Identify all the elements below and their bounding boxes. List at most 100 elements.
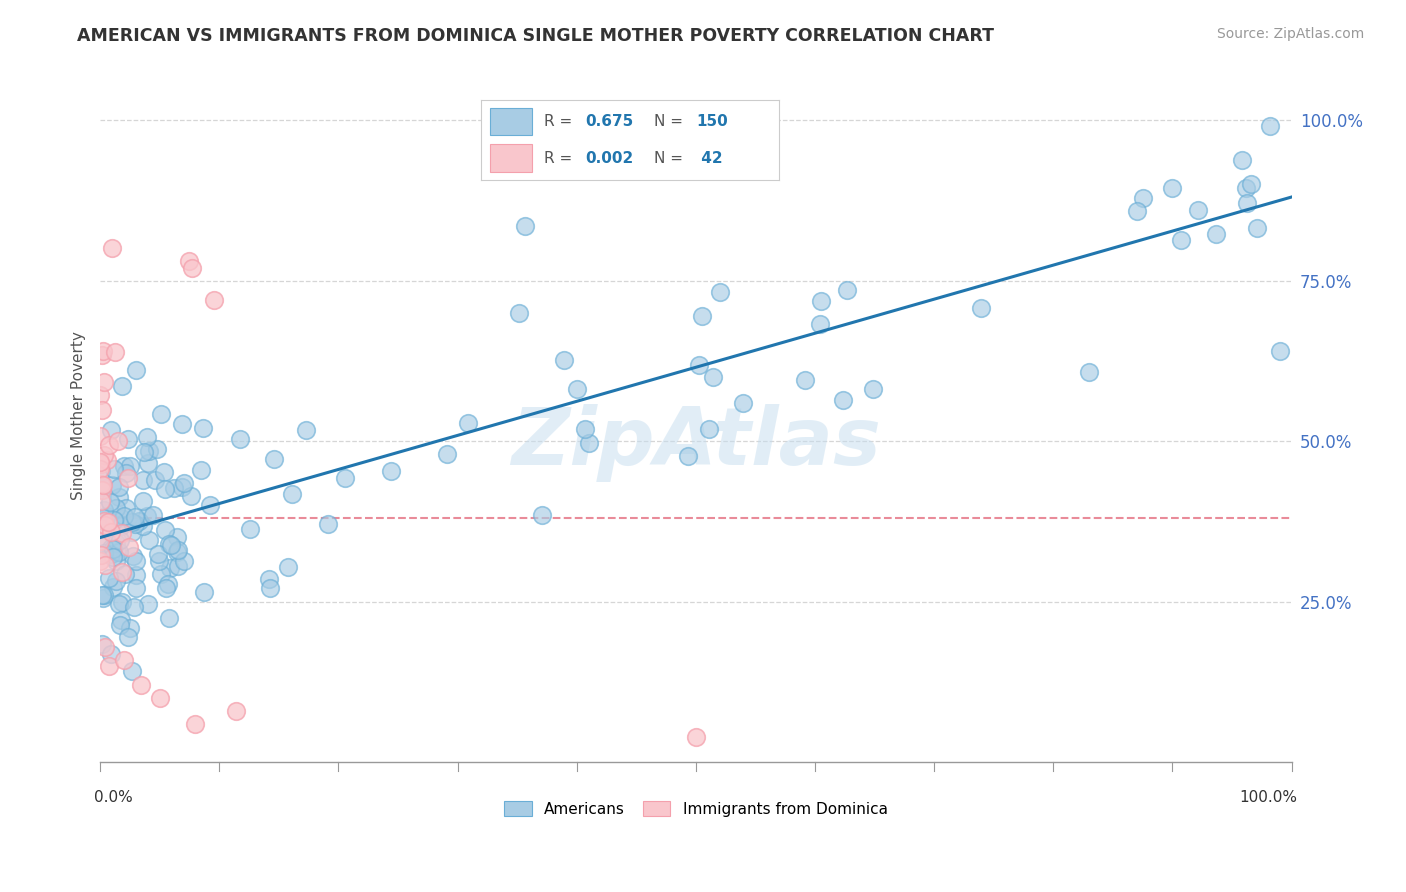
Point <box>810 294 832 309</box>
Point <box>177 254 200 268</box>
Point <box>574 422 596 436</box>
Point <box>93 518 115 533</box>
Point <box>90 588 112 602</box>
Point <box>124 516 146 531</box>
Point <box>143 474 166 488</box>
Point <box>135 430 157 444</box>
Point <box>263 452 285 467</box>
Point <box>1187 202 1209 217</box>
Point <box>111 595 134 609</box>
Point <box>1126 203 1149 218</box>
Point <box>148 554 170 568</box>
Point <box>335 470 357 484</box>
Point <box>508 306 530 320</box>
Point <box>94 640 117 654</box>
Point <box>1240 177 1263 191</box>
Point <box>117 433 139 447</box>
Point <box>1230 153 1253 167</box>
Point <box>117 630 139 644</box>
Point <box>117 471 139 485</box>
Point <box>170 480 193 494</box>
Text: AMERICAN VS IMMIGRANTS FROM DOMINICA SINGLE MOTHER POVERTY CORRELATION CHART: AMERICAN VS IMMIGRANTS FROM DOMINICA SIN… <box>77 27 994 45</box>
Point <box>93 502 115 516</box>
Point <box>173 476 195 491</box>
Point <box>198 498 221 512</box>
Point <box>89 388 111 402</box>
Point <box>89 553 111 567</box>
Point <box>685 730 707 744</box>
Point <box>138 443 160 458</box>
Point <box>101 242 124 256</box>
Point <box>120 458 142 473</box>
Point <box>225 704 247 718</box>
Point <box>150 407 173 421</box>
Point <box>229 432 252 446</box>
Point <box>159 538 181 552</box>
Point <box>166 530 188 544</box>
Point <box>702 370 724 384</box>
Point <box>121 525 143 540</box>
Point <box>132 518 155 533</box>
Point <box>91 344 114 359</box>
Point <box>98 495 121 509</box>
Point <box>112 652 135 666</box>
Point <box>565 383 588 397</box>
Point <box>108 618 131 632</box>
Point <box>103 513 125 527</box>
Point <box>676 449 699 463</box>
Point <box>112 509 135 524</box>
Point <box>318 516 340 531</box>
Point <box>90 483 112 497</box>
Point <box>709 285 731 300</box>
Point <box>114 566 136 581</box>
Point <box>277 560 299 574</box>
Point <box>89 533 111 548</box>
Point <box>105 545 128 559</box>
Point <box>103 580 125 594</box>
Point <box>153 466 176 480</box>
Point <box>149 691 172 706</box>
Point <box>96 509 118 524</box>
Point <box>690 310 713 324</box>
Point <box>105 553 128 567</box>
Point <box>100 541 122 555</box>
Point <box>190 463 212 477</box>
Point <box>105 536 128 550</box>
Point <box>91 348 114 362</box>
Point <box>124 510 146 524</box>
Point <box>107 545 129 559</box>
Point <box>93 546 115 560</box>
Point <box>553 353 575 368</box>
Point <box>153 523 176 537</box>
Point <box>153 483 176 497</box>
Point <box>100 647 122 661</box>
Point <box>104 500 127 515</box>
Point <box>530 508 553 522</box>
Point <box>118 621 141 635</box>
Point <box>132 445 155 459</box>
Text: 0.0%: 0.0% <box>94 790 134 805</box>
Point <box>93 375 115 389</box>
Point <box>166 545 188 559</box>
Point <box>181 260 204 275</box>
Point <box>112 458 135 473</box>
Text: Source: ZipAtlas.com: Source: ZipAtlas.com <box>1216 27 1364 41</box>
Point <box>122 599 145 614</box>
Point <box>1236 180 1258 194</box>
Point <box>132 494 155 508</box>
Point <box>94 558 117 573</box>
Point <box>93 588 115 602</box>
Point <box>862 382 884 396</box>
Point <box>167 559 190 574</box>
Point <box>515 219 537 233</box>
Point <box>107 434 129 448</box>
Point <box>98 659 121 673</box>
Point <box>281 487 304 501</box>
Point <box>163 481 186 495</box>
Point <box>90 482 112 496</box>
Point <box>89 455 111 469</box>
Text: ZipAtlas: ZipAtlas <box>510 404 880 483</box>
Point <box>110 613 132 627</box>
Point <box>100 524 122 539</box>
Point <box>1160 181 1182 195</box>
